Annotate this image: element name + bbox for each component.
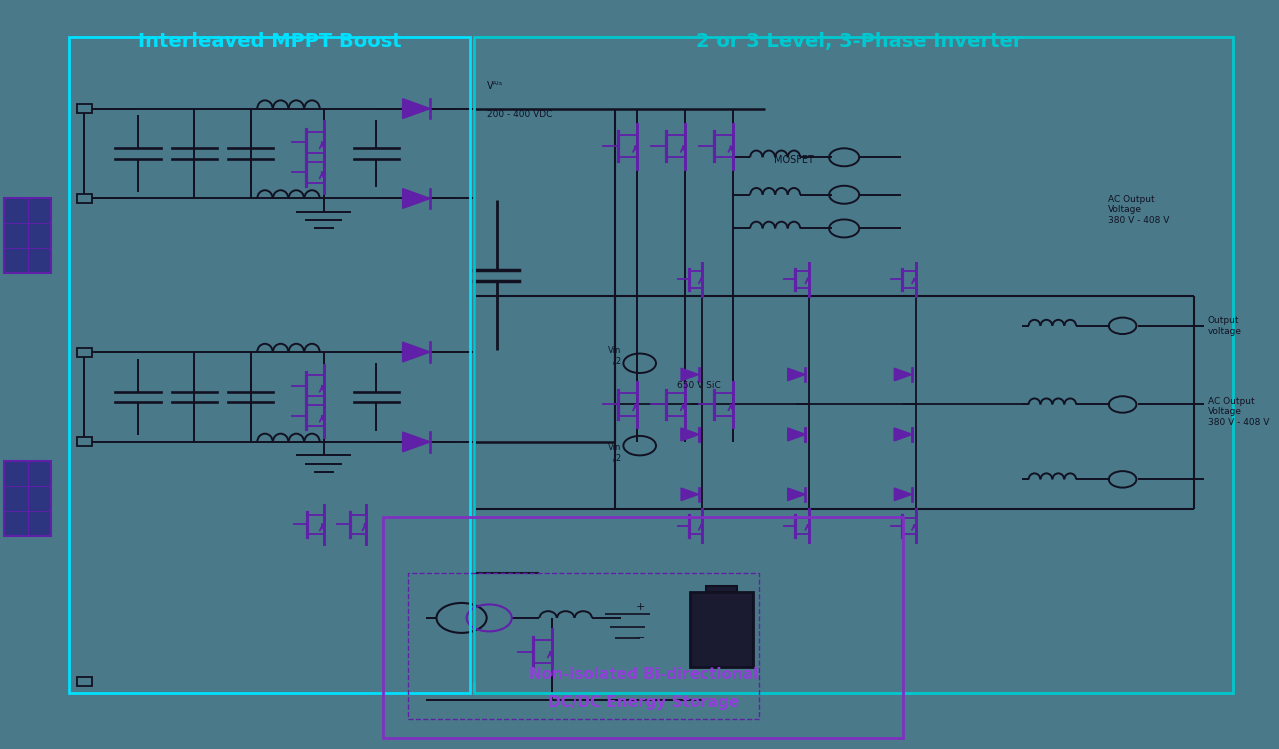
Polygon shape: [894, 428, 912, 440]
Polygon shape: [682, 428, 698, 440]
Polygon shape: [788, 428, 806, 440]
Text: 2 or 3 Level, 3-Phase Inverter: 2 or 3 Level, 3-Phase Inverter: [696, 31, 1022, 51]
Polygon shape: [403, 432, 430, 452]
Text: Output
voltage: Output voltage: [1207, 316, 1242, 336]
Polygon shape: [682, 428, 698, 440]
Text: Vin
/2: Vin /2: [608, 443, 620, 463]
Text: MOSFET: MOSFET: [774, 154, 813, 165]
Polygon shape: [788, 488, 806, 500]
Polygon shape: [894, 369, 912, 380]
Bar: [706, 586, 737, 592]
Polygon shape: [894, 428, 912, 440]
Text: AC Output
Voltage
380 V - 408 V: AC Output Voltage 380 V - 408 V: [1108, 195, 1169, 225]
Polygon shape: [788, 369, 806, 380]
Bar: [689, 592, 752, 667]
Bar: [77, 437, 92, 446]
Polygon shape: [682, 369, 698, 380]
Polygon shape: [403, 342, 430, 362]
Text: −: −: [636, 633, 646, 643]
Polygon shape: [403, 189, 430, 208]
Polygon shape: [894, 488, 912, 500]
Text: 200 - 400 VDC: 200 - 400 VDC: [487, 110, 553, 119]
Text: 650 V SiC: 650 V SiC: [678, 381, 721, 390]
Bar: [4, 198, 51, 273]
Bar: [77, 348, 92, 357]
Bar: [4, 461, 51, 536]
Text: Vᴬᴵˢ: Vᴬᴵˢ: [487, 81, 503, 91]
Text: Vin
/2: Vin /2: [608, 346, 620, 366]
Bar: [382, 517, 903, 738]
Polygon shape: [682, 488, 698, 500]
Bar: [475, 37, 1233, 693]
Bar: [77, 194, 92, 203]
Text: Interleaved MPPT Boost: Interleaved MPPT Boost: [138, 31, 402, 51]
Bar: [408, 573, 758, 719]
Polygon shape: [403, 99, 430, 118]
Text: Non-isolated Bi-directional: Non-isolated Bi-directional: [528, 667, 758, 682]
Text: AC Output
Voltage
380 V - 408 V: AC Output Voltage 380 V - 408 V: [1207, 397, 1269, 427]
Polygon shape: [788, 428, 806, 440]
Text: +: +: [636, 601, 646, 612]
Text: DC/DC Energy Storage: DC/DC Energy Storage: [547, 695, 739, 710]
Bar: [69, 37, 471, 693]
Bar: [77, 104, 92, 113]
Bar: [77, 677, 92, 686]
